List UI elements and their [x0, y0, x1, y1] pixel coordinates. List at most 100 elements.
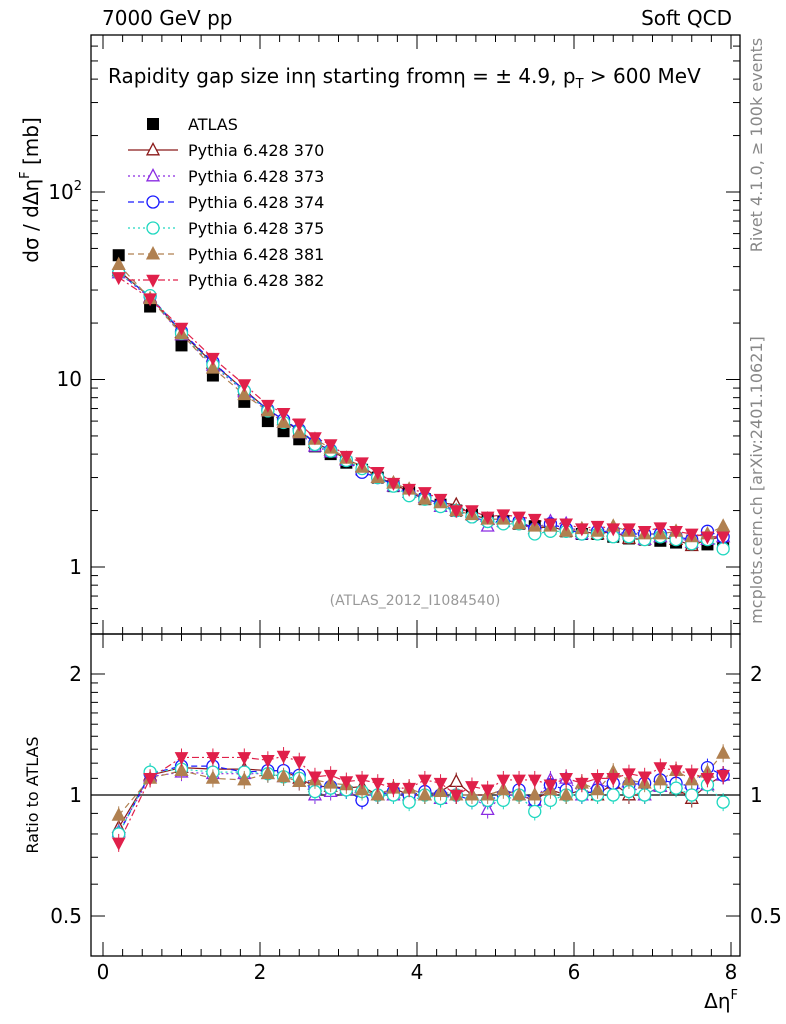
main-y-axis-label: dσ / dΔηF [mb]	[18, 117, 43, 263]
x-tick-label-8: 8	[725, 960, 738, 984]
main-marker-382	[622, 523, 636, 537]
x-axis-label-superscript: F	[731, 988, 738, 1003]
main-marker-382	[111, 272, 126, 286]
legend-label-382: Pythia 6.428 382	[188, 271, 324, 290]
main-marker-375	[716, 542, 730, 556]
ratio-marker-382	[590, 773, 605, 787]
ratio-marker-382	[606, 773, 621, 787]
main-marker-382	[143, 293, 157, 307]
main-line-375	[118, 272, 724, 550]
main-marker-382	[559, 518, 573, 532]
ratio-marker-370	[449, 773, 464, 788]
main-series-lines	[118, 264, 724, 550]
ratio-marker-382	[543, 779, 558, 793]
ratio-marker-382	[402, 782, 416, 796]
main-marker-382	[449, 505, 464, 519]
main-marker-382	[543, 518, 558, 532]
ratio-marker-382	[496, 774, 511, 788]
ratio-marker-381	[511, 787, 527, 801]
ratio-marker-382	[323, 769, 338, 783]
plot-title-main: Rapidity gap size inη starting fromη = ±…	[108, 64, 576, 88]
ratio-marker-382	[355, 774, 369, 788]
ratio-axis-ticks	[91, 634, 740, 956]
main-marker-382	[237, 379, 252, 393]
main-marker-atlas	[261, 415, 274, 428]
ratio-marker-382	[308, 771, 322, 785]
ratio-marker-375	[606, 788, 620, 802]
ratio-marker-382	[339, 776, 354, 790]
x-tick-label-4: 4	[411, 960, 424, 984]
main-marker-atlas	[175, 339, 188, 352]
legend-marker-381	[145, 246, 161, 260]
legend-marker-375	[146, 221, 160, 235]
ratio-marker-382	[480, 784, 495, 798]
legend-label-atlas: ATLAS	[188, 115, 238, 134]
legend-label-381: Pythia 6.428 381	[188, 245, 324, 264]
main-y-tick-label-10: 10	[57, 367, 82, 391]
ratio-y-tick-label-left-0.5: 0.5	[50, 904, 82, 928]
ratio-marker-381	[260, 765, 275, 780]
analysis-id-label: (ATLAS_2012_I1084540)	[330, 593, 501, 609]
main-marker-382	[527, 513, 542, 527]
main-marker-381	[111, 256, 126, 271]
ratio-marker-382	[716, 769, 730, 783]
header-right: Soft QCD	[641, 6, 732, 30]
ratio-marker-381	[417, 787, 432, 801]
plot-title-sub: T	[575, 77, 584, 92]
ratio-marker-382	[276, 750, 291, 764]
legend-marker-374	[146, 195, 160, 209]
ratio-marker-375	[685, 788, 699, 802]
x-tick-label-0: 0	[97, 960, 110, 984]
ratio-marker-382	[292, 756, 307, 770]
ratio-marker-381	[716, 745, 731, 759]
ratio-series-markers	[111, 744, 731, 852]
ratio-marker-382	[575, 777, 589, 791]
ratio-marker-381	[111, 807, 126, 821]
ratio-y-tick-label-right-2: 2	[750, 662, 763, 686]
ratio-marker-382	[465, 781, 479, 795]
plot-title: Rapidity gap size inη starting fromη = ±…	[108, 64, 701, 92]
mcplots-label: mcplots.cern.ch [arXiv:2401.10621]	[747, 336, 766, 624]
ratio-y-tick-label-right-0.5: 0.5	[750, 904, 782, 928]
ratio-marker-382	[206, 752, 220, 766]
main-marker-382	[370, 466, 385, 480]
main-marker-atlas	[112, 249, 125, 262]
ratio-marker-375	[528, 804, 542, 819]
main-axis-ticks	[91, 35, 740, 634]
ratio-y-tick-label-right-1: 1	[750, 783, 763, 807]
ratio-marker-381	[276, 768, 291, 783]
main-marker-382	[261, 399, 275, 413]
main-marker-382	[174, 322, 189, 336]
main-y-axis-label-unit: [mb]	[19, 117, 43, 171]
ratio-marker-381	[174, 762, 189, 777]
ratio-y-axis-label: Ratio to ATLAS	[23, 736, 42, 853]
ratio-y-tick-label-left-1: 1	[69, 783, 82, 807]
ratio-marker-381	[292, 773, 307, 788]
ratio-marker-382	[386, 782, 401, 796]
ratio-marker-381	[590, 781, 605, 796]
legend: ATLAS Pythia 6.428 370 Pythia 6.428 373 Pyt…	[128, 115, 324, 290]
main-marker-382	[716, 531, 730, 545]
ratio-marker-382	[433, 777, 448, 791]
main-marker-381	[292, 424, 307, 439]
main-marker-382	[292, 418, 307, 432]
legend-label-374: Pythia 6.428 374	[188, 193, 324, 212]
main-line-382	[118, 276, 724, 538]
ratio-marker-382	[700, 773, 715, 787]
main-marker-382	[433, 493, 448, 507]
main-y-tick-label-100: 102	[48, 179, 82, 204]
ratio-y-tick-label-left-2: 2	[69, 662, 82, 686]
ratio-marker-382	[111, 837, 126, 851]
x-axis-label: ΔηF	[704, 988, 738, 1013]
legend-marker-373	[145, 168, 161, 182]
ratio-marker-375	[669, 781, 683, 795]
ratio-marker-381	[653, 771, 668, 786]
main-marker-382	[496, 509, 511, 523]
ratio-marker-382	[370, 777, 385, 791]
ratio-marker-382	[622, 768, 636, 782]
ratio-marker-382	[174, 752, 189, 766]
legend-marker-atlas	[147, 118, 159, 130]
main-marker-382	[276, 408, 291, 422]
main-marker-382	[339, 450, 354, 464]
